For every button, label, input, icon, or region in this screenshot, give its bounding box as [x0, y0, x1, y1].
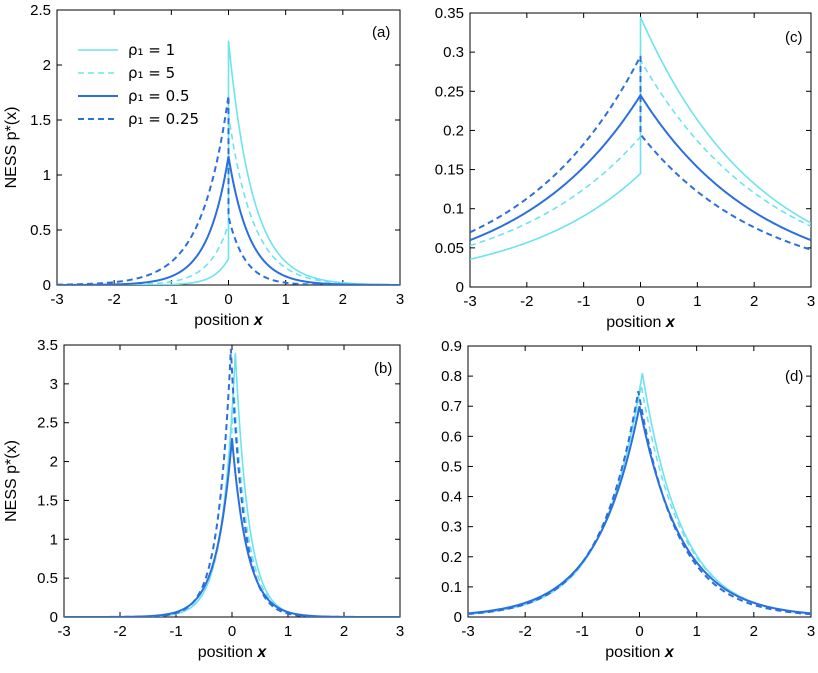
- panel-label: (c): [785, 29, 803, 46]
- y-tick-label: 0.5: [441, 458, 462, 475]
- y-tick-label: 0.1: [443, 201, 464, 218]
- y-tick-label: 0.2: [441, 549, 462, 566]
- x-tick-label: 3: [807, 623, 815, 640]
- axes-frame-b: [63, 344, 401, 618]
- x-tick-label: -3: [57, 623, 70, 640]
- y-tick-label: 1.5: [30, 112, 51, 129]
- x-tick-label: 1: [284, 623, 292, 640]
- series-line-4: [64, 348, 400, 617]
- x-tick-label: -1: [169, 623, 182, 640]
- x-tick-label: 1: [281, 291, 289, 308]
- series-line-1: [470, 16, 811, 261]
- panel-c: -3 -2 -1 0 1 2 3 0 0.05 0.1 0.15 0.2 0.25 0.3 0.35 posi…: [435, 5, 815, 331]
- x-tick-label: 0: [635, 623, 643, 640]
- x-tick-label: -2: [520, 293, 533, 310]
- x-tick-label: 3: [396, 291, 404, 308]
- y-tick-label: 1: [50, 531, 58, 548]
- x-tick-label: 3: [396, 623, 404, 640]
- y-tick-label: 0.9: [441, 338, 462, 355]
- x-tick-label: 1: [692, 623, 700, 640]
- panel-label: (b): [374, 360, 392, 377]
- series-line-3: [468, 406, 811, 615]
- y-tick-label: 0.15: [435, 162, 464, 179]
- y-tick-label: 2: [50, 454, 58, 471]
- panel-a: -3 -2 -1 0 1 2 3 0 0.5 1 1.5 2 2.5 position x NESS p*(…: [3, 2, 404, 329]
- x-tick-label: 3: [807, 293, 815, 310]
- y-tick-label: 2.5: [37, 415, 58, 432]
- legend: ρ₁ = 1 ρ₁ = 5 ρ₁ = 0.5 ρ₁ = 0.25: [78, 41, 199, 128]
- y-tick-label: 0.25: [435, 83, 464, 100]
- x-tick-label: -1: [165, 291, 178, 308]
- y-tick-label: 3: [50, 376, 58, 393]
- y-tick-label: 0.7: [441, 398, 462, 415]
- series-line-4: [57, 95, 400, 285]
- y-axis-label: NESS p*(x): [3, 107, 20, 189]
- legend-label: ρ₁ = 0.5: [128, 87, 190, 105]
- y-tick-label: 2.5: [30, 2, 51, 19]
- panel-b: -3 -2 -1 0 1 2 3 0 0.5 1 1.5 2 2.5 3 3.5 position x NESS…: [3, 337, 404, 661]
- series-line-3: [64, 438, 400, 617]
- y-tick-label: 0.05: [435, 240, 464, 257]
- y-tick-label: 0.6: [441, 428, 462, 445]
- x-tick-label: -1: [576, 623, 589, 640]
- legend-label: ρ₁ = 5: [128, 64, 175, 82]
- y-tick-label: 0.5: [30, 222, 51, 239]
- x-tick-label: 0: [224, 291, 232, 308]
- x-tick-label: -3: [50, 291, 63, 308]
- y-tick-label: 0.3: [441, 519, 462, 536]
- y-tick-label: 2: [43, 57, 51, 74]
- x-tick-label: 2: [750, 293, 758, 310]
- x-axis-label: position x: [194, 312, 264, 329]
- series-line-2: [64, 395, 400, 617]
- x-tick-label: 1: [693, 293, 701, 310]
- x-tick-label: 0: [228, 623, 236, 640]
- panel-label: (d): [785, 368, 803, 385]
- y-tick-label: 0.2: [443, 122, 464, 139]
- y-tick-label: 0: [456, 279, 464, 296]
- y-tick-label: 0: [43, 277, 51, 294]
- y-tick-label: 1: [43, 167, 51, 184]
- x-tick-label: -3: [461, 623, 474, 640]
- x-tick-label: 2: [339, 291, 347, 308]
- y-tick-label: 0.35: [435, 5, 464, 22]
- y-tick-label: 1.5: [37, 492, 58, 509]
- x-tick-label: 0: [636, 293, 644, 310]
- x-axis-label: position x: [606, 314, 676, 331]
- y-tick-label: 0: [50, 609, 58, 626]
- x-tick-label: -1: [577, 293, 590, 310]
- x-tick-label: -3: [463, 293, 476, 310]
- series-line-3: [470, 93, 811, 242]
- x-tick-label: -2: [107, 291, 120, 308]
- y-tick-label: 0.8: [441, 368, 462, 385]
- x-axis-label: position x: [198, 644, 268, 661]
- x-tick-label: 2: [340, 623, 348, 640]
- y-tick-label: 0.5: [37, 570, 58, 587]
- legend-label: ρ₁ = 1: [128, 41, 175, 59]
- y-tick-label: 0.3: [443, 44, 464, 61]
- y-tick-label: 0.1: [441, 579, 462, 596]
- series-line-4: [468, 390, 811, 616]
- panel-d: -3 -2 -1 0 1 2 3 0 0.1 0.2 0.3 0.4 0.5 0.6 0.7 0.8 0.9 po…: [441, 338, 815, 661]
- x-axis-label: position x: [605, 644, 675, 661]
- y-axis-label: NESS p*(x): [3, 440, 20, 522]
- x-tick-label: -2: [113, 623, 126, 640]
- series-line-1: [64, 352, 400, 617]
- x-tick-label: -2: [518, 623, 531, 640]
- y-tick-label: 0: [454, 609, 462, 626]
- series-line-2: [468, 384, 811, 615]
- y-tick-label: 3.5: [37, 337, 58, 354]
- y-tick-label: 0.4: [441, 489, 462, 506]
- x-tick-label: 2: [750, 623, 758, 640]
- panel-label: (a): [372, 24, 390, 41]
- legend-label: ρ₁ = 0.25: [128, 110, 199, 128]
